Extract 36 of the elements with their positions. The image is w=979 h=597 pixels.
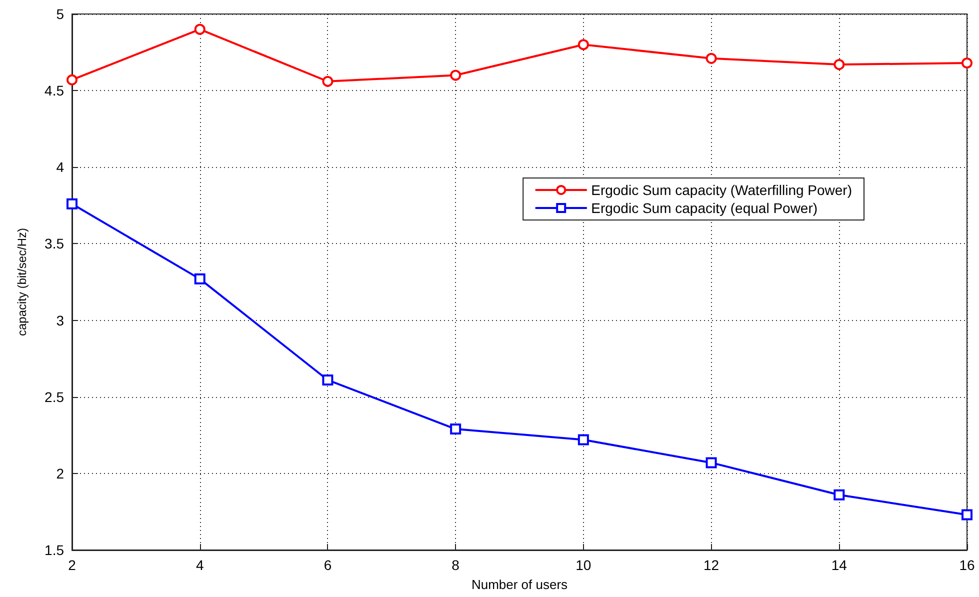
x-tick-label: 12 [703, 557, 720, 573]
point [450, 70, 462, 81]
x-tick-label: 2 [68, 557, 76, 573]
point [578, 39, 589, 50]
x-tick-label: 10 [576, 557, 592, 573]
y-axis-title: capacity (bit/sec/Hz) [15, 228, 29, 336]
y-tick-label: 3.5 [44, 236, 64, 252]
point [834, 59, 845, 70]
legend-label: Ergodic Sum capacity (equal Power) [591, 200, 818, 216]
point [66, 74, 78, 86]
y-tick-label: 2 [56, 465, 64, 482]
point [450, 424, 462, 435]
point [834, 489, 845, 500]
point [194, 24, 206, 35]
x-tick-label: 8 [452, 557, 460, 573]
y-tick-label: 4.5 [44, 82, 64, 99]
y-tick-label: 1.5 [44, 542, 64, 558]
y-tick-label: 5 [56, 6, 64, 22]
legend-label: Ergodic Sum capacity (Waterfilling Power) [591, 182, 852, 198]
y-tick-label: 4 [56, 159, 64, 176]
y-tick-label: 3 [56, 312, 64, 328]
point [706, 457, 717, 468]
x-axis-title: Number of users [471, 577, 568, 592]
point [962, 58, 972, 69]
point [322, 76, 334, 87]
point [66, 198, 78, 210]
point [962, 509, 972, 520]
x-tick-label: 16 [959, 557, 975, 573]
point [194, 273, 206, 284]
y-tick-label: 2.5 [44, 388, 64, 405]
point [578, 434, 589, 446]
point [706, 52, 717, 64]
x-tick-label: 6 [324, 557, 332, 573]
x-tick-label: 14 [831, 557, 848, 573]
point [322, 374, 334, 386]
x-tick-label: 4 [196, 557, 204, 573]
